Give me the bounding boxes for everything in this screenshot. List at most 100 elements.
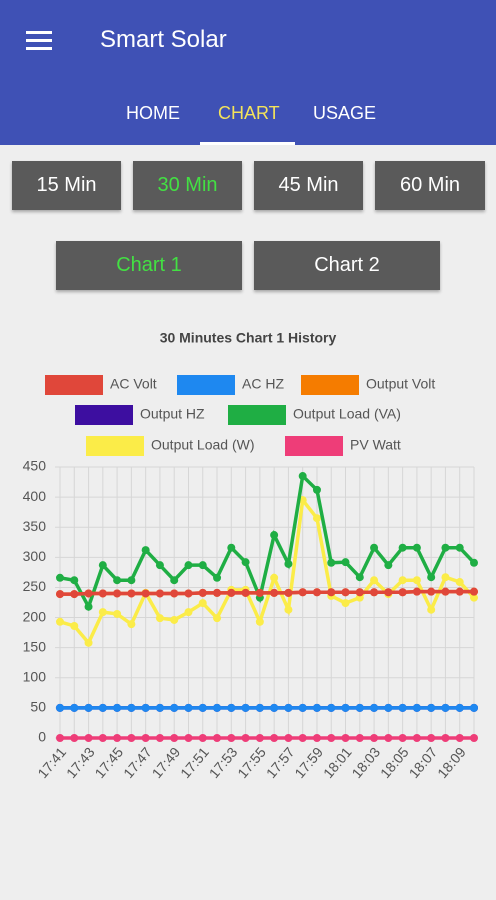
x-tick-label: 17:41 bbox=[34, 744, 69, 781]
data-point bbox=[284, 703, 293, 712]
data-point bbox=[455, 587, 464, 596]
data-point bbox=[270, 734, 279, 742]
series-line bbox=[60, 589, 474, 596]
data-point bbox=[241, 558, 250, 567]
time-button[interactable]: 30 Min bbox=[133, 161, 242, 210]
data-point bbox=[255, 588, 264, 597]
x-tick-label: 17:45 bbox=[91, 744, 126, 781]
data-point bbox=[141, 703, 150, 712]
data-point bbox=[155, 703, 164, 712]
data-point bbox=[198, 734, 207, 742]
data-point bbox=[213, 614, 222, 623]
data-point bbox=[270, 703, 279, 712]
data-point bbox=[298, 588, 307, 597]
data-point bbox=[227, 588, 236, 597]
data-point bbox=[341, 734, 350, 742]
data-point bbox=[298, 496, 307, 505]
data-point bbox=[141, 589, 150, 598]
data-point bbox=[341, 703, 350, 712]
x-tick-label: 18:05 bbox=[377, 744, 412, 781]
data-point bbox=[298, 588, 307, 597]
data-point bbox=[412, 587, 421, 596]
time-button[interactable]: 45 Min bbox=[254, 161, 363, 210]
data-point bbox=[184, 608, 193, 617]
tab[interactable]: CHART bbox=[218, 103, 280, 123]
data-point bbox=[241, 734, 250, 742]
data-point bbox=[327, 703, 336, 712]
data-point bbox=[241, 585, 250, 594]
data-point bbox=[227, 543, 236, 552]
data-point bbox=[412, 576, 421, 585]
data-point bbox=[327, 734, 336, 742]
data-point bbox=[284, 588, 293, 597]
chart-button[interactable]: Chart 1 bbox=[56, 241, 242, 290]
legend-swatch bbox=[45, 375, 103, 395]
data-point bbox=[56, 590, 64, 599]
data-point bbox=[255, 703, 264, 712]
data-point bbox=[141, 734, 150, 742]
data-point bbox=[255, 617, 264, 626]
data-point bbox=[70, 590, 79, 599]
x-tick-label: 17:49 bbox=[149, 744, 184, 781]
data-point bbox=[455, 703, 464, 712]
data-point bbox=[227, 585, 236, 594]
data-point bbox=[198, 588, 207, 597]
legend-swatch bbox=[228, 405, 286, 425]
data-point bbox=[270, 703, 279, 712]
data-point bbox=[455, 703, 464, 712]
data-point bbox=[312, 703, 321, 712]
data-point bbox=[56, 703, 64, 712]
data-point bbox=[198, 703, 207, 712]
chart-button[interactable]: Chart 2 bbox=[254, 241, 440, 290]
tab[interactable]: HOME bbox=[126, 103, 180, 123]
data-point bbox=[455, 578, 464, 587]
data-point bbox=[127, 576, 136, 585]
data-point bbox=[98, 561, 107, 570]
data-point bbox=[170, 703, 179, 712]
data-point bbox=[427, 587, 436, 596]
data-point bbox=[70, 621, 79, 630]
data-point bbox=[56, 703, 64, 712]
data-point bbox=[398, 588, 407, 597]
x-tick-label: 17:51 bbox=[177, 744, 212, 781]
data-point bbox=[213, 588, 222, 597]
data-point bbox=[427, 573, 436, 582]
data-point bbox=[56, 573, 64, 582]
data-point bbox=[255, 703, 264, 712]
x-tick-label: 17:59 bbox=[291, 744, 326, 781]
data-point bbox=[98, 589, 107, 598]
data-point bbox=[198, 599, 207, 608]
data-point bbox=[127, 620, 136, 629]
data-point bbox=[312, 703, 321, 712]
data-point bbox=[412, 703, 421, 712]
data-point bbox=[227, 734, 236, 742]
data-point bbox=[427, 605, 436, 614]
series-line bbox=[59, 472, 476, 612]
data-point bbox=[113, 576, 122, 585]
menu-button[interactable] bbox=[26, 31, 52, 51]
data-point bbox=[98, 703, 107, 712]
data-point bbox=[213, 588, 222, 597]
time-button[interactable]: 15 Min bbox=[12, 161, 121, 210]
data-point bbox=[384, 561, 393, 570]
data-point bbox=[470, 703, 478, 712]
data-point bbox=[355, 703, 364, 712]
data-point bbox=[284, 588, 293, 597]
data-point bbox=[227, 703, 236, 712]
data-point bbox=[84, 602, 93, 611]
legend-swatch bbox=[285, 436, 343, 456]
data-point bbox=[341, 588, 350, 597]
data-point bbox=[70, 590, 79, 599]
time-button[interactable]: 60 Min bbox=[375, 161, 485, 210]
data-point bbox=[355, 703, 364, 712]
data-point bbox=[427, 703, 436, 712]
data-point bbox=[241, 703, 250, 712]
data-point bbox=[384, 590, 393, 599]
data-point bbox=[170, 589, 179, 598]
data-point bbox=[327, 703, 336, 712]
data-point bbox=[455, 587, 464, 596]
data-point bbox=[412, 543, 421, 552]
tab[interactable]: USAGE bbox=[313, 103, 377, 123]
data-point bbox=[441, 587, 450, 596]
x-tick-label: 17:43 bbox=[63, 744, 98, 781]
